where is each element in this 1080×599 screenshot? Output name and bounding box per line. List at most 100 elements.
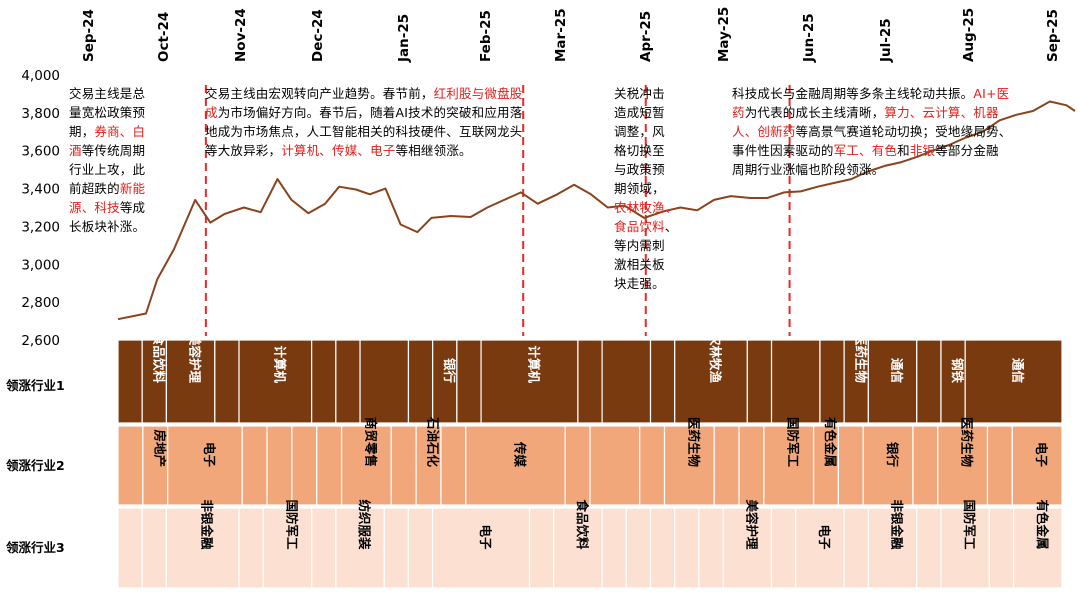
industry-cell <box>266 425 293 506</box>
annotation-line: 酒等传统周期 <box>69 141 145 160</box>
highlight-text: 红利股与微盘股 <box>433 86 523 101</box>
industry-cell <box>528 507 555 589</box>
industry-label: 食品饮料 <box>575 498 590 550</box>
industry-label: 医药生物 <box>853 333 868 384</box>
industry-cell <box>241 425 268 506</box>
industry-cell <box>407 507 434 589</box>
industry-cell <box>713 425 740 506</box>
y-tick-label: 2,800 <box>21 295 60 311</box>
highlight-text: 食品饮料 <box>614 219 665 234</box>
industry-cell <box>311 507 337 589</box>
annotation-line: 前超跌的新能 <box>69 179 145 198</box>
annotation-line: 交易主线是总 <box>69 84 145 103</box>
y-tick-label: 3,800 <box>21 106 60 122</box>
industry-label: 有色金属 <box>823 417 838 467</box>
y-tick-label: 3,000 <box>21 257 60 273</box>
industry-cell <box>340 425 392 506</box>
annotation-line: 食品饮料、 <box>614 217 678 236</box>
industry-cell <box>1012 507 1063 589</box>
annotation-text: 为代表的成长主线清晰， <box>744 105 885 120</box>
industry-cell <box>440 425 467 506</box>
industry-label: 传媒 <box>512 441 527 468</box>
highlight-text: AI+医 <box>973 86 1010 101</box>
industry-cell <box>795 507 845 589</box>
industry-label: 通信 <box>1011 358 1026 384</box>
annotation-text: 事件性因素驱动的 <box>732 143 834 158</box>
annotation-line: 期，券商、白 <box>69 122 145 141</box>
industry-cell <box>770 507 797 589</box>
industry-label: 有色金属 <box>1035 499 1050 549</box>
industry-label: 电子 <box>478 524 493 550</box>
x-tick-label: Aug-25 <box>961 8 977 62</box>
industry-label: 国防军工 <box>284 499 299 550</box>
industry-cell <box>238 507 264 589</box>
industry-label: 美容护理 <box>744 499 759 550</box>
annotation-text: 、 <box>664 219 678 234</box>
industry-cell <box>456 339 482 424</box>
annotation-line: 人、创新药等高景气赛道轮动切换；受地缘局势、 <box>732 122 1011 141</box>
industry-cell <box>738 425 765 506</box>
industry-label: 美容护理 <box>188 333 203 384</box>
industry-cell <box>141 507 168 589</box>
x-tick-label: Sep-24 <box>81 9 97 62</box>
industry-cell <box>432 339 458 424</box>
highlight-text: 成 <box>205 105 218 120</box>
annotation-line: 期领域， <box>614 179 678 198</box>
industry-cell <box>625 507 652 589</box>
industry-cell <box>432 507 531 589</box>
annotation-line: 行业上攻，此 <box>69 160 145 179</box>
annotation-text: 交易主线是总 <box>69 86 146 101</box>
industry-cell <box>480 339 579 424</box>
highlight-text: 人、创新药 <box>732 124 796 139</box>
highlight-text: 计算机、传媒、电子 <box>281 143 396 158</box>
annotation-text: 调整，风 <box>614 124 665 139</box>
highlight-text: 源、科技 <box>69 200 120 215</box>
annotation-line: 等内需刺 <box>614 236 678 255</box>
industry-cell <box>117 425 144 506</box>
highlight-text: 券商、白 <box>94 124 146 139</box>
x-tick-label: Apr-25 <box>638 11 654 62</box>
annotation-text: 激相关板 <box>614 257 665 272</box>
x-tick-label: Jan-25 <box>396 14 412 63</box>
y-tick-label: 4,000 <box>21 68 60 84</box>
x-tick-label: Sep-25 <box>1045 9 1061 62</box>
row-label: 领涨行业3 <box>6 540 65 555</box>
industry-cell <box>291 425 318 506</box>
annotation-text: 周期行业涨幅也阶段领涨。 <box>732 162 885 177</box>
x-tick-label: Nov-24 <box>233 8 249 62</box>
industry-label: 石油石化 <box>426 416 441 468</box>
annotation-text: 块走强。 <box>614 276 665 291</box>
industry-cell <box>165 507 240 589</box>
industry-cell <box>912 425 939 506</box>
industry-label: 计算机 <box>272 345 287 383</box>
annotation-text: 关税冲击 <box>614 86 665 101</box>
highlight-text: 军工、有色 <box>833 143 898 158</box>
industry-cell <box>722 507 773 589</box>
phase-annotation: 科技成长与金融周期等多条主线轮动共振。AI+医 药为代表的成长主线清晰，算力、云计… <box>732 84 1011 179</box>
annotation-text: 等内需刺 <box>614 238 665 253</box>
industry-label: 非银金融 <box>200 499 215 550</box>
annotation-line: 地成为市场焦点，人工智能相关的科技硬件、互联网龙头 <box>205 122 523 141</box>
highlight-text: 、 <box>664 200 678 215</box>
industry-cell <box>117 339 143 424</box>
row-label: 领涨行业2 <box>6 458 65 473</box>
industry-cell <box>564 425 591 506</box>
annotation-text: 等传统周期 <box>81 143 146 158</box>
annotation-text: 量宽松政策预 <box>69 105 146 120</box>
industry-cell <box>837 425 864 506</box>
annotation-text: 期， <box>69 124 95 139</box>
industry-cell <box>142 425 169 506</box>
annotation-text: 行业上攻，此 <box>69 162 146 177</box>
annotation-line: 成为市场偏好方向。春节后，随着AI技术的突破和应用落 <box>205 103 523 122</box>
industry-cell <box>746 339 773 424</box>
industry-cell <box>165 339 216 424</box>
industry-cell <box>117 507 143 589</box>
industry-cell <box>916 507 942 589</box>
industry-label: 通信 <box>890 358 905 384</box>
industry-cell <box>862 425 914 506</box>
row-label: 领涨行业1 <box>6 378 65 393</box>
industry-label: 农林牧渔 <box>708 332 723 384</box>
industry-cell <box>649 339 676 424</box>
annotation-text: 和 <box>897 143 910 158</box>
industry-label: 电子 <box>1034 442 1049 468</box>
